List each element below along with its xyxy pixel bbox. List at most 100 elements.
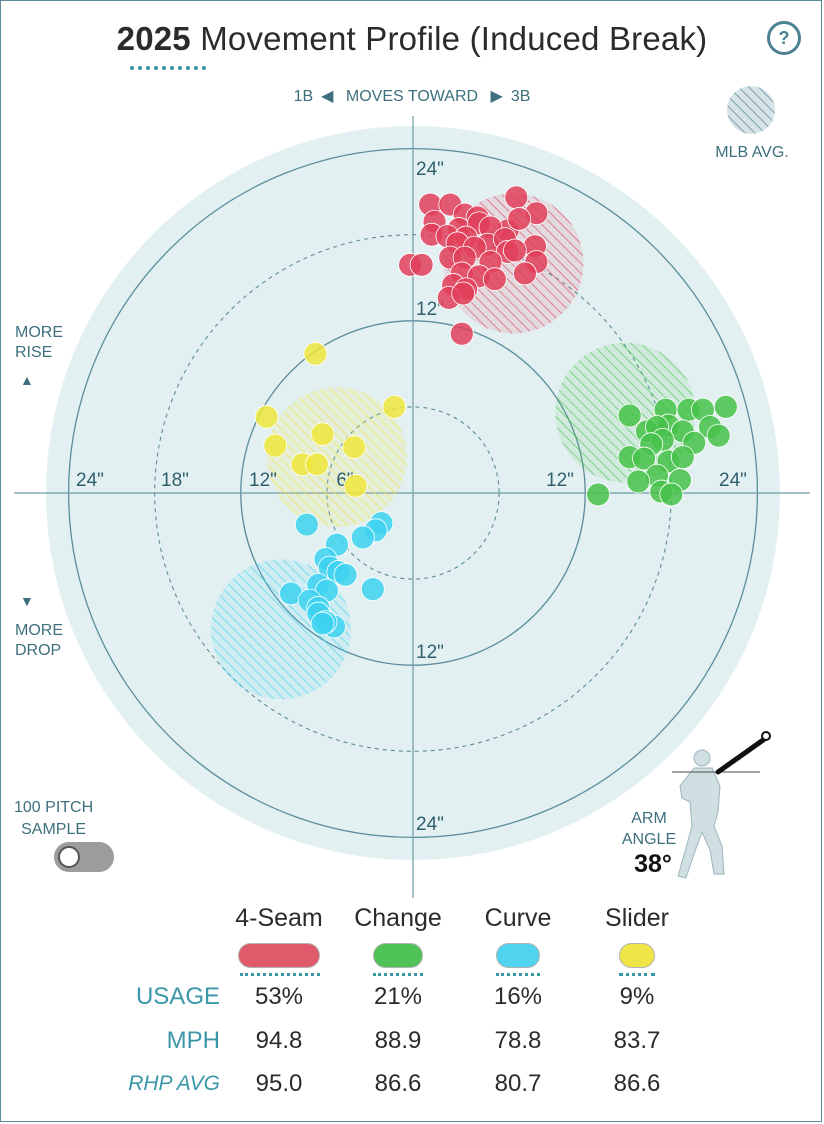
tick-top-24: 24": [416, 159, 444, 180]
legend-curve-underline: [496, 973, 540, 976]
4-seam-point: [502, 238, 527, 263]
slider-point: [343, 473, 368, 498]
mlb-avg-slider: [266, 387, 407, 528]
change-point: [670, 445, 695, 470]
legend-change-underline: [373, 973, 423, 976]
legend-curve-name: Curve: [484, 904, 552, 932]
mph-4seam: 94.8: [255, 1027, 303, 1054]
tick-left-24: 24": [76, 470, 104, 491]
moves-toward-label: MOVES TOWARD: [345, 88, 479, 105]
tick-left-18: 18": [161, 470, 189, 491]
legend-4seam-pill[interactable]: [238, 943, 320, 968]
third-base-label: 3B: [510, 88, 531, 105]
more-drop-line2: DROP: [15, 642, 62, 659]
legend-slider-name: Slider: [605, 904, 669, 932]
rhp-avg-change: 86.6: [374, 1070, 422, 1097]
change-point: [586, 482, 611, 507]
usage-change: 21%: [373, 983, 423, 1010]
tick-bottom-24: 24": [416, 814, 444, 835]
help-button[interactable]: ?: [767, 21, 801, 55]
tick-lower-12: 12": [416, 642, 444, 663]
mph-row-label: MPH: [166, 1027, 220, 1054]
usage-curve: 16%: [493, 983, 543, 1010]
slider-point: [342, 435, 367, 459]
legend-change-pill[interactable]: [373, 943, 423, 968]
year-dotted-underline: [130, 66, 206, 70]
tick-upper-12: 12": [416, 299, 444, 320]
movement-chart: 24"12"12"24"24"18"12"6"12"24": [14, 116, 810, 898]
mph-curve: 78.8: [494, 1027, 542, 1054]
mph-change: 88.9: [374, 1027, 422, 1054]
series-slider: [254, 341, 407, 498]
slider-point: [304, 452, 329, 477]
change-point: [659, 482, 684, 507]
legend-change-name: Change: [354, 904, 442, 932]
4-seam-point: [507, 207, 532, 231]
title-text: Movement Profile (Induced Break): [200, 20, 708, 57]
pitcher-silhouette-icon: [672, 731, 771, 879]
legend-4seam-underline: [240, 973, 320, 976]
series-4-seam: [398, 185, 549, 346]
change-point: [632, 446, 656, 471]
4-seam-point: [409, 252, 434, 277]
more-drop-line1: MORE: [15, 622, 63, 639]
toggle-knob: [58, 846, 80, 868]
left-triangle-icon: ◀: [321, 88, 334, 105]
curve-point: [360, 577, 385, 602]
arm-angle-label: ARM ANGLE: [614, 808, 684, 850]
curve-point: [333, 562, 358, 587]
series-curve: [279, 511, 394, 639]
direction-caption: 1B ◀ MOVES TOWARD ▶ 3B: [0, 86, 824, 106]
4-seam-point: [449, 321, 474, 346]
arm-angle-line1: ARM: [631, 810, 667, 827]
slider-point: [382, 394, 407, 419]
more-rise-label: MORE RISE: [15, 323, 63, 363]
tick-right-24: 24": [719, 470, 747, 491]
slider-point: [310, 422, 335, 447]
more-rise-line1: MORE: [15, 324, 63, 341]
arm-angle-line2: ANGLE: [621, 831, 677, 848]
pitch-sample-line2: SAMPLE: [21, 821, 87, 838]
pitch-sample-toggle[interactable]: [54, 842, 114, 872]
rhp-avg-curve: 80.7: [494, 1070, 542, 1097]
mlb-avg-hatch-icon: [727, 86, 775, 134]
legend-slider-pill[interactable]: [619, 943, 655, 968]
4-seam-point: [504, 185, 529, 210]
rhp-avg-4seam: 95.0: [255, 1070, 303, 1097]
change-point: [626, 469, 651, 494]
mlb-avg-label: MLB AVG.: [715, 144, 789, 161]
series-change: [586, 394, 738, 507]
slider-point: [263, 433, 288, 458]
usage-4seam: 53%: [254, 983, 304, 1010]
title-year: 2025: [116, 20, 191, 57]
first-base-label: 1B: [293, 88, 314, 105]
slider-point: [254, 405, 279, 429]
page-title: 2025 Movement Profile (Induced Break): [0, 20, 824, 58]
right-triangle-icon: ▶: [490, 88, 503, 105]
more-rise-line2: RISE: [15, 344, 53, 361]
legend-curve-pill[interactable]: [496, 943, 540, 968]
curve-point: [310, 611, 335, 636]
usage-row-label: USAGE: [135, 983, 220, 1010]
up-triangle-icon: ▲: [20, 372, 34, 388]
pitch-sample-label: 100 PITCH SAMPLE: [14, 797, 93, 841]
rhp-avg-row-label: RHP AVG: [128, 1072, 220, 1095]
change-point: [617, 403, 642, 428]
change-point: [713, 394, 738, 419]
more-drop-label: MORE DROP: [15, 621, 63, 661]
curve-point: [294, 512, 319, 537]
pitch-sample-line1: 100 PITCH: [14, 799, 94, 816]
slider-point: [303, 341, 328, 366]
legend-slider-underline: [619, 973, 655, 976]
4-seam-point: [451, 281, 476, 306]
legend-4seam-name: 4-Seam: [235, 904, 323, 932]
4-seam-point: [513, 261, 537, 286]
tick-left-12: 12": [249, 470, 277, 491]
change-point: [706, 423, 731, 448]
tick-right-12: 12": [546, 470, 574, 491]
curve-point: [350, 525, 375, 550]
mph-slider: 83.7: [613, 1027, 661, 1054]
rhp-avg-slider: 86.6: [613, 1070, 661, 1097]
down-triangle-icon: ▼: [20, 593, 34, 609]
